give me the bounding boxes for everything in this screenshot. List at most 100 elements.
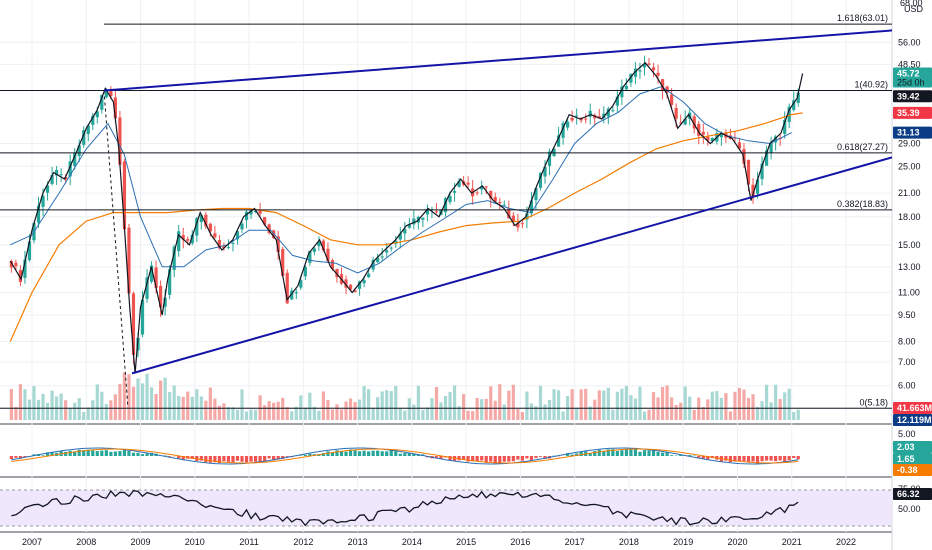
- macd-histogram-bar: [258, 456, 262, 462]
- candle-body: [367, 273, 371, 278]
- volume-bar: [584, 388, 588, 420]
- volume-bar: [538, 385, 543, 420]
- candle-body: [774, 136, 778, 143]
- volume-bar: [244, 411, 249, 420]
- y-tick-label: 48.50: [898, 59, 921, 69]
- macd-histogram-bar: [498, 456, 502, 464]
- volume-bar: [308, 392, 312, 420]
- volume-bar: [303, 407, 307, 420]
- volume-bar: [321, 391, 326, 420]
- macd-histogram-bar: [95, 451, 99, 456]
- candle-body: [122, 161, 127, 230]
- candle-body: [692, 116, 696, 129]
- macd-histogram-bar: [579, 451, 583, 456]
- macd-histogram-bar: [742, 456, 746, 462]
- candle-body: [149, 265, 154, 282]
- fib-level-label: 1.618(63.01): [837, 13, 888, 23]
- macd-histogram-bar: [615, 450, 619, 456]
- volume-bar: [113, 394, 117, 420]
- volume-badge-text: 12.119M: [897, 415, 932, 425]
- macd-histogram-bar: [534, 456, 538, 459]
- macd-histogram-bar: [118, 451, 122, 456]
- macd-histogram-bar: [321, 453, 326, 456]
- candle-body: [457, 181, 461, 187]
- macd-histogram-bar: [263, 456, 267, 462]
- volume-bar: [222, 403, 226, 420]
- candle-body: [556, 135, 561, 147]
- volume-bar: [77, 398, 81, 420]
- volume-bar: [629, 395, 633, 420]
- volume-bar: [226, 407, 231, 420]
- candle-body: [281, 249, 285, 276]
- volume-bar: [728, 411, 733, 420]
- candle-body: [258, 210, 262, 214]
- volume-bar: [95, 384, 99, 420]
- macd-histogram-bar: [168, 456, 172, 457]
- macd-histogram-bar: [493, 456, 497, 464]
- volume-bar: [624, 385, 629, 420]
- macd-histogram-bar: [14, 456, 18, 458]
- y-tick-label: 11.00: [898, 288, 920, 298]
- candle-body: [104, 89, 108, 98]
- x-tick-label: 2017: [565, 537, 585, 547]
- candle-body: [294, 292, 298, 294]
- candle-body: [195, 218, 199, 236]
- volume-bar: [593, 399, 597, 420]
- macd-histogram-bar: [529, 456, 534, 461]
- candle-body: [249, 210, 253, 215]
- candle-body: [263, 217, 267, 225]
- volume-bar: [611, 409, 615, 420]
- candle-body: [353, 290, 357, 293]
- candle-body: [222, 246, 226, 248]
- volume-bar: [706, 399, 710, 420]
- candle-body: [181, 235, 185, 240]
- macd-histogram-bar: [77, 449, 81, 456]
- candle-body: [290, 290, 294, 300]
- y-tick-label: 68.00: [900, 0, 923, 8]
- volume-bar: [14, 406, 18, 420]
- price-line: [9, 61, 804, 374]
- candle-body: [330, 260, 335, 269]
- candle-body: [448, 196, 452, 203]
- candle-body: [443, 198, 448, 213]
- volume-bar: [86, 407, 90, 420]
- candle-body: [647, 63, 651, 65]
- x-tick-label: 2022: [836, 537, 856, 547]
- volume-bar: [755, 406, 760, 420]
- candle-body: [231, 242, 235, 244]
- volume-bar: [326, 399, 330, 420]
- candle-body: [502, 204, 506, 206]
- macd-histogram-bar: [389, 450, 393, 456]
- volume-bar: [27, 399, 32, 420]
- macd-histogram-bar: [86, 449, 90, 456]
- candle-body: [719, 133, 723, 138]
- x-tick-label: 2020: [727, 537, 747, 547]
- candle-body: [561, 123, 565, 138]
- candle-body: [489, 190, 493, 199]
- candle-body: [651, 67, 656, 71]
- candle-body: [552, 148, 556, 156]
- volume-bar: [339, 409, 344, 420]
- volume-bar: [353, 401, 357, 420]
- candle-body: [638, 70, 642, 72]
- volume-bar: [285, 407, 289, 420]
- candle-body: [276, 236, 280, 253]
- volume-bar: [357, 399, 362, 420]
- macd-histogram-bar: [633, 449, 638, 456]
- volume-bar: [159, 380, 163, 420]
- x-tick-label: 2012: [293, 537, 313, 547]
- candle-body: [23, 259, 27, 278]
- candle-body: [18, 270, 23, 282]
- candle-body: [660, 79, 665, 91]
- volume-bar: [760, 401, 764, 420]
- candle-body: [303, 266, 307, 277]
- macd-histogram-bar: [412, 453, 416, 456]
- price-badge: [893, 126, 932, 139]
- drawings: 1.618(63.01) 1(40.92) 0.618(27.27) 0.382(18…: [0, 13, 893, 409]
- macd-histogram-bar: [471, 456, 475, 462]
- candle-body: [792, 100, 796, 110]
- candle-body: [642, 64, 647, 68]
- volume-bar: [68, 408, 72, 420]
- volume-bar: [231, 407, 235, 420]
